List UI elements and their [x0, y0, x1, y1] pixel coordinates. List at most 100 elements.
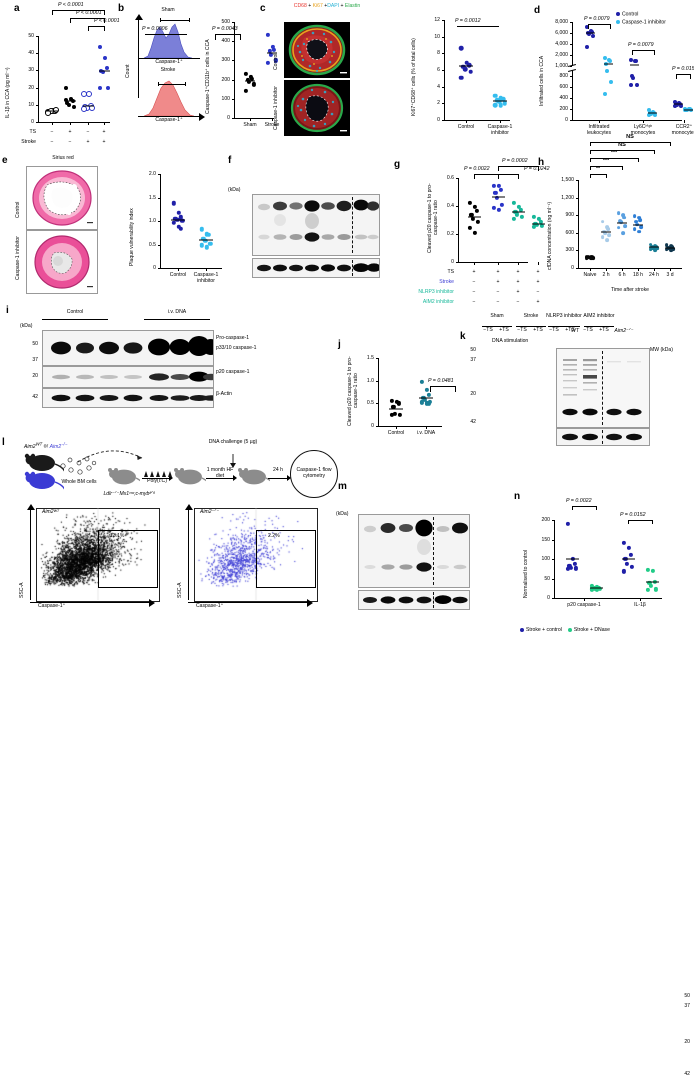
panel-d-bracket	[632, 50, 654, 51]
panel-a-point	[98, 86, 102, 90]
panel-i-mw-label: 50	[24, 342, 38, 348]
panel-f-actin-divider	[352, 260, 353, 276]
panel-h-bracket-leg	[590, 174, 591, 178]
panel-a-row-value: −	[66, 140, 74, 146]
panel-l-polyic-label: Poly(I:C)	[138, 479, 176, 485]
panel-n-ytick-tick	[552, 520, 555, 521]
panel-c-xtick-tick	[500, 120, 501, 123]
panel-i-group-ivdna-line	[144, 319, 210, 320]
panel-b-mean	[245, 80, 255, 81]
panel-a-mean	[65, 100, 76, 101]
panel-n-ytick-label: 150	[522, 537, 550, 543]
panel-a-pvalue: P < 0.0001	[94, 18, 120, 24]
panel-a-point	[81, 106, 87, 112]
panel-h-xtick-tick	[590, 268, 591, 271]
panel-g-mean	[492, 196, 505, 197]
panel-e-xtick-tick	[206, 268, 207, 271]
panel-b: b Sham Count Caspase-1⁺ Stroke Caspase-1…	[118, 0, 258, 152]
genotype-wt: Aim2WT	[24, 444, 42, 450]
panel-e-image-title: Sirius red	[28, 156, 98, 162]
panel-a-mean	[83, 105, 94, 106]
panel-a-ytick-label: 20	[6, 85, 34, 91]
flow-ko-xaxis-label: Caspase-1⁺	[196, 604, 223, 610]
panel-b-ytick-label: 0	[202, 115, 230, 121]
flow-wt-yaxis	[30, 508, 31, 600]
panel-b-ytick-label: 100	[202, 96, 230, 102]
panel-d-mean	[586, 32, 595, 33]
panel-h-ytick-tick	[576, 215, 579, 216]
panel-n-xtick-tick	[584, 598, 585, 601]
panel-n-yaxis	[554, 520, 555, 598]
panel-h-bracket	[590, 166, 622, 167]
panel-g-row-value: +	[514, 290, 522, 296]
panel-n-legend-item: Stroke + control	[520, 627, 562, 633]
panel-d-xtick-tick	[643, 120, 644, 123]
panel-h-bracket	[590, 150, 654, 151]
panel-d-ytick-label: 600	[540, 84, 568, 90]
panel-d-ytick-tick	[570, 120, 573, 121]
panel-b-ytick-label: 500	[202, 19, 230, 25]
panel-e-row-label-inhibitor: Caspase-1 inhibitor	[16, 234, 22, 280]
panel-g-bracket	[474, 174, 498, 175]
panel-g-xtick	[518, 262, 519, 265]
panel-j-xtick-label: Control	[381, 430, 411, 436]
panel-k: k WT Aim2⁻ᐟ⁻ DNA stimulation −+−+	[460, 312, 694, 452]
panel-g-bracket	[498, 166, 538, 167]
panel-g-row-value: +	[494, 270, 502, 276]
panel-f-kda-label: (kDa)	[228, 188, 240, 194]
panel-c-row-label-control: Control	[274, 30, 280, 70]
panel-d-xtick-label: Infiltrated leukocytes	[578, 124, 620, 136]
panel-c-ytick-tick	[442, 53, 445, 54]
panel-e-ytick-label: 0.5	[128, 242, 156, 248]
panel-f-blot-divider	[352, 197, 353, 253]
panel-g-row-value: −	[470, 280, 478, 286]
panel-h-point	[617, 226, 621, 230]
panel-e-ytick-label: 1.0	[128, 218, 156, 224]
panel-d-legend-label: Caspase-1 inhibitor	[622, 20, 666, 26]
panel-a-point	[98, 45, 102, 49]
panel-n-legend-label: Stroke + control	[526, 627, 562, 633]
panel-c-point	[468, 69, 473, 74]
panel-g-ytick-label: 0.6	[426, 175, 454, 181]
panel-d-point	[609, 80, 613, 84]
panel-d-ytick-label: 200	[540, 106, 568, 112]
panel-g-row-value: +	[514, 280, 522, 286]
panel-h-xtick-tick	[622, 268, 623, 271]
panel-c-legend-item: CD68	[294, 3, 307, 9]
panel-m-mw-label: 20	[678, 1040, 690, 1046]
panel-g-yaxis	[458, 178, 459, 262]
transfer-arrow-icon	[76, 444, 148, 466]
panel-a-ytick-label: 40	[6, 50, 34, 56]
panel-d-point	[585, 45, 589, 49]
panel-c-point	[459, 75, 464, 80]
panel-j-ytick-tick	[376, 381, 379, 382]
panel-h-point	[624, 224, 628, 228]
panel-a-bracket	[88, 26, 104, 27]
panel-h-bracket-leg	[622, 166, 623, 170]
panel-c-xtick-label: Control	[449, 124, 483, 130]
flow-wt-xaxis-label: Caspase-1⁺	[38, 604, 65, 610]
panel-e-ytick-tick	[158, 221, 161, 222]
panel-c-point	[493, 103, 498, 108]
panel-d-ytick-tick	[570, 98, 573, 99]
panel-e-ytick-tick	[158, 245, 161, 246]
panel-c-ytick-tick	[442, 120, 445, 121]
panel-g-row-label: AIM2 inhibitor	[390, 300, 454, 306]
panel-c-letter: c	[260, 4, 266, 14]
panel-e-image-inhibitor	[26, 230, 98, 294]
panel-c-ytick-tick	[442, 70, 445, 71]
panel-h-letter: h	[538, 158, 544, 168]
panel-d-legend-swatch	[616, 12, 620, 16]
panel-i-blot-procaspase	[42, 330, 214, 366]
panel-h-mean	[601, 232, 611, 233]
panel-h-point	[653, 248, 657, 252]
panel-h-point	[617, 211, 621, 215]
flow-plot-wt: SSC-A Aim2ᵂᵀ 13.1% Caspase-1⁺	[20, 504, 160, 616]
panel-h-ytick-tick	[576, 233, 579, 234]
panel-e-ytick-tick	[158, 198, 161, 199]
panel-a-pvalue: P < 0.0001	[76, 10, 102, 16]
panel-d-yaxis	[572, 22, 573, 120]
panel-n-ytick-tick	[552, 579, 555, 580]
flow-wt-yaxis-label: SSC-A	[20, 564, 26, 598]
panel-a-point	[67, 103, 71, 107]
